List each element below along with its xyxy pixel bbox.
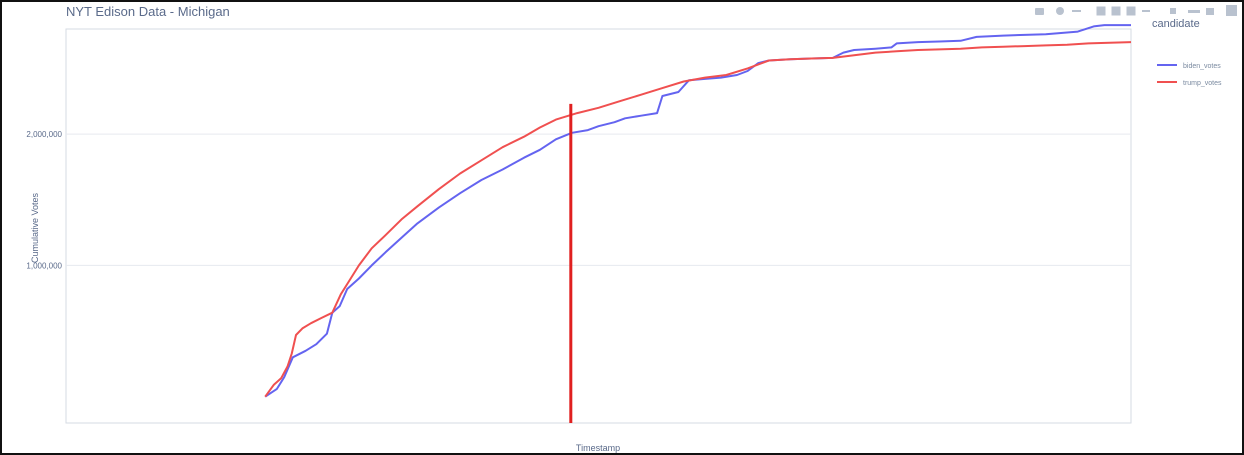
zoom-in-icon[interactable] — [1126, 6, 1136, 16]
tick-layer: 1,000,000 2,000,000 — [26, 130, 62, 270]
chart-title: NYT Edison Data - Michigan — [66, 4, 230, 19]
legend-label-biden: biden_votes — [1183, 63, 1221, 70]
box-select-icon[interactable] — [1096, 6, 1106, 16]
series-line-trump-votes[interactable] — [264, 41, 1132, 398]
autoscale-icon[interactable] — [1170, 8, 1176, 14]
legend-label-trump: trump_votes — [1183, 80, 1222, 87]
legend: candidate biden_votes trump_votes — [1152, 18, 1222, 87]
y-axis-title: Cumulative Votes — [30, 192, 40, 263]
zoom-out-icon[interactable] — [1142, 10, 1150, 12]
legend-item-trump[interactable]: trump_votes — [1157, 80, 1222, 87]
series-line-biden-votes[interactable] — [264, 24, 1131, 398]
y-tick-label-1: 2,000,000 — [26, 130, 62, 139]
lasso-select-icon[interactable] — [1111, 6, 1121, 16]
plotly-logo-icon[interactable] — [1226, 5, 1237, 16]
series-layer — [264, 24, 1132, 398]
pan-icon[interactable] — [1072, 10, 1081, 12]
x-axis-title: Timestamp — [576, 443, 620, 453]
modebar — [1035, 5, 1237, 16]
spike-lines-icon[interactable] — [1206, 8, 1214, 15]
legend-title: candidate — [1152, 18, 1200, 30]
gridlines — [66, 133, 1131, 266]
plot-area — [65, 28, 1132, 424]
zoom-icon[interactable] — [1056, 7, 1064, 15]
reset-axes-icon[interactable] — [1188, 10, 1200, 13]
y-tick-label-0: 1,000,000 — [26, 261, 62, 270]
legend-item-biden[interactable]: biden_votes — [1157, 63, 1221, 70]
camera-icon[interactable] — [1035, 8, 1044, 15]
